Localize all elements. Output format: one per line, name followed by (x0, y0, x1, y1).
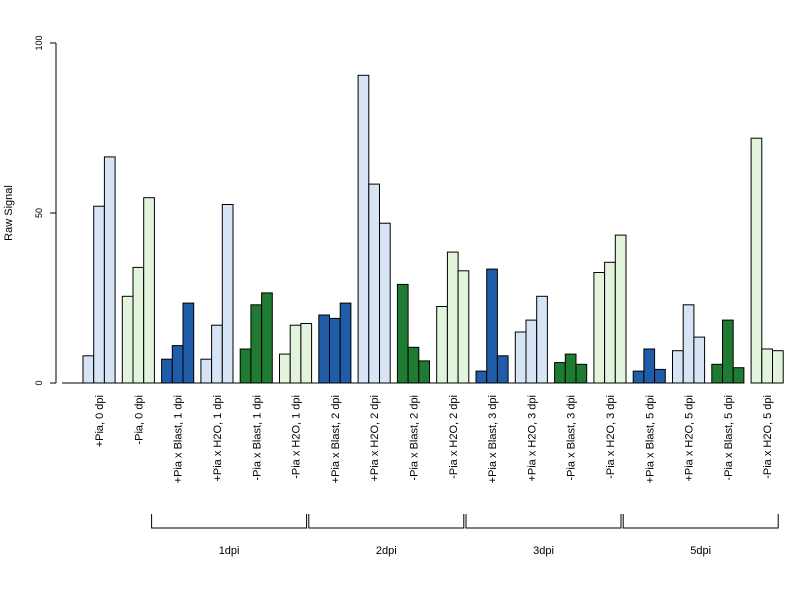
bar (525, 319, 538, 384)
bar (643, 348, 656, 384)
bar (182, 302, 195, 384)
x-tick-label: +Pia x Blast, 3 dpi (487, 395, 499, 483)
y-tick-label: 50 (34, 208, 44, 218)
bar (407, 346, 420, 384)
bar (82, 355, 95, 384)
bar (496, 355, 509, 384)
x-tick-label: +Pia x H2O, 2 dpi (369, 395, 381, 482)
bar (368, 183, 380, 384)
y-axis: 0 50 100 (34, 35, 57, 386)
bar (682, 304, 695, 384)
bar (457, 270, 470, 384)
x-tick-label: -Pia, 0 dpi (133, 395, 145, 445)
bar (93, 205, 105, 384)
bar (475, 370, 488, 384)
bar (732, 367, 745, 384)
y-tick-label: 0 (34, 380, 44, 385)
x-tick-label: -Pia x H2O, 2 dpi (448, 395, 460, 479)
x-tick-label: +Pia x H2O, 5 dpi (684, 395, 696, 482)
bar (143, 197, 155, 384)
bar (300, 323, 313, 384)
x-axis-labels: +Pia, 0 dpi -Pia, 0 dpi +Pia x Blast, 1 dp… (94, 395, 774, 483)
bar (554, 362, 566, 384)
bar (261, 292, 273, 384)
bar (575, 363, 588, 384)
bar (750, 137, 763, 384)
group-bracket (308, 514, 465, 529)
bar (279, 353, 291, 384)
x-tick-label: +Pia x Blast, 1 dpi (173, 395, 185, 483)
y-axis-label: Raw Signal (3, 185, 15, 241)
group-label: 5dpi (690, 545, 711, 557)
bar (418, 360, 430, 384)
bar (486, 268, 498, 384)
group-bracket (465, 514, 622, 529)
group-label: 1dpi (219, 545, 240, 557)
x-tick-label: +Pia x H2O, 1 dpi (212, 395, 224, 482)
bar (318, 314, 330, 384)
bar (379, 222, 391, 384)
bar (200, 358, 213, 384)
group-bracket (151, 514, 308, 529)
bar (161, 358, 173, 384)
group-label: 2dpi (376, 545, 397, 557)
bar (121, 295, 134, 384)
bar (103, 156, 116, 384)
bar (221, 204, 234, 384)
bar (239, 348, 252, 384)
bar (289, 324, 302, 384)
bar (654, 368, 666, 384)
x-tick-label: -Pia x Blast, 5 dpi (723, 395, 735, 481)
group-brackets: 1dpi 2dpi 3dpi 5dpi (151, 514, 779, 557)
x-tick-label: -Pia x H2O, 1 dpi (291, 395, 303, 479)
bar (250, 304, 263, 384)
bar (132, 266, 145, 384)
y-tick-label: 100 (34, 35, 44, 50)
bar (339, 302, 352, 384)
bar (672, 350, 684, 384)
bar (396, 283, 409, 384)
bar (772, 350, 784, 384)
bars (82, 74, 784, 384)
bar (446, 251, 459, 384)
x-tick-label: -Pia x H2O, 5 dpi (762, 395, 774, 479)
bar (693, 336, 706, 384)
x-tick-label: -Pia x Blast, 3 dpi (566, 395, 578, 481)
bar (761, 348, 773, 384)
bar (593, 272, 606, 384)
group-bracket (622, 514, 779, 529)
x-tick-label: -Pia x Blast, 1 dpi (251, 395, 263, 481)
bar (536, 295, 548, 384)
bar (436, 306, 448, 384)
x-tick-label: +Pia x H2O, 3 dpi (526, 395, 538, 482)
bar (329, 317, 341, 384)
bar (171, 345, 184, 384)
group-label: 3dpi (533, 545, 554, 557)
bar (514, 331, 527, 384)
x-tick-label: +Pia, 0 dpi (94, 395, 106, 447)
x-tick-label: -Pia x Blast, 2 dpi (408, 395, 420, 481)
x-tick-label: +Pia x Blast, 5 dpi (644, 395, 656, 483)
bar (604, 261, 616, 384)
bar (614, 234, 627, 384)
bar (632, 370, 645, 384)
bar (711, 363, 723, 384)
x-tick-label: -Pia x H2O, 3 dpi (605, 395, 617, 479)
bar (564, 353, 577, 384)
x-tick-label: +Pia x Blast, 2 dpi (330, 395, 342, 483)
bar (357, 74, 370, 384)
bar (211, 324, 223, 384)
bar (722, 319, 734, 384)
